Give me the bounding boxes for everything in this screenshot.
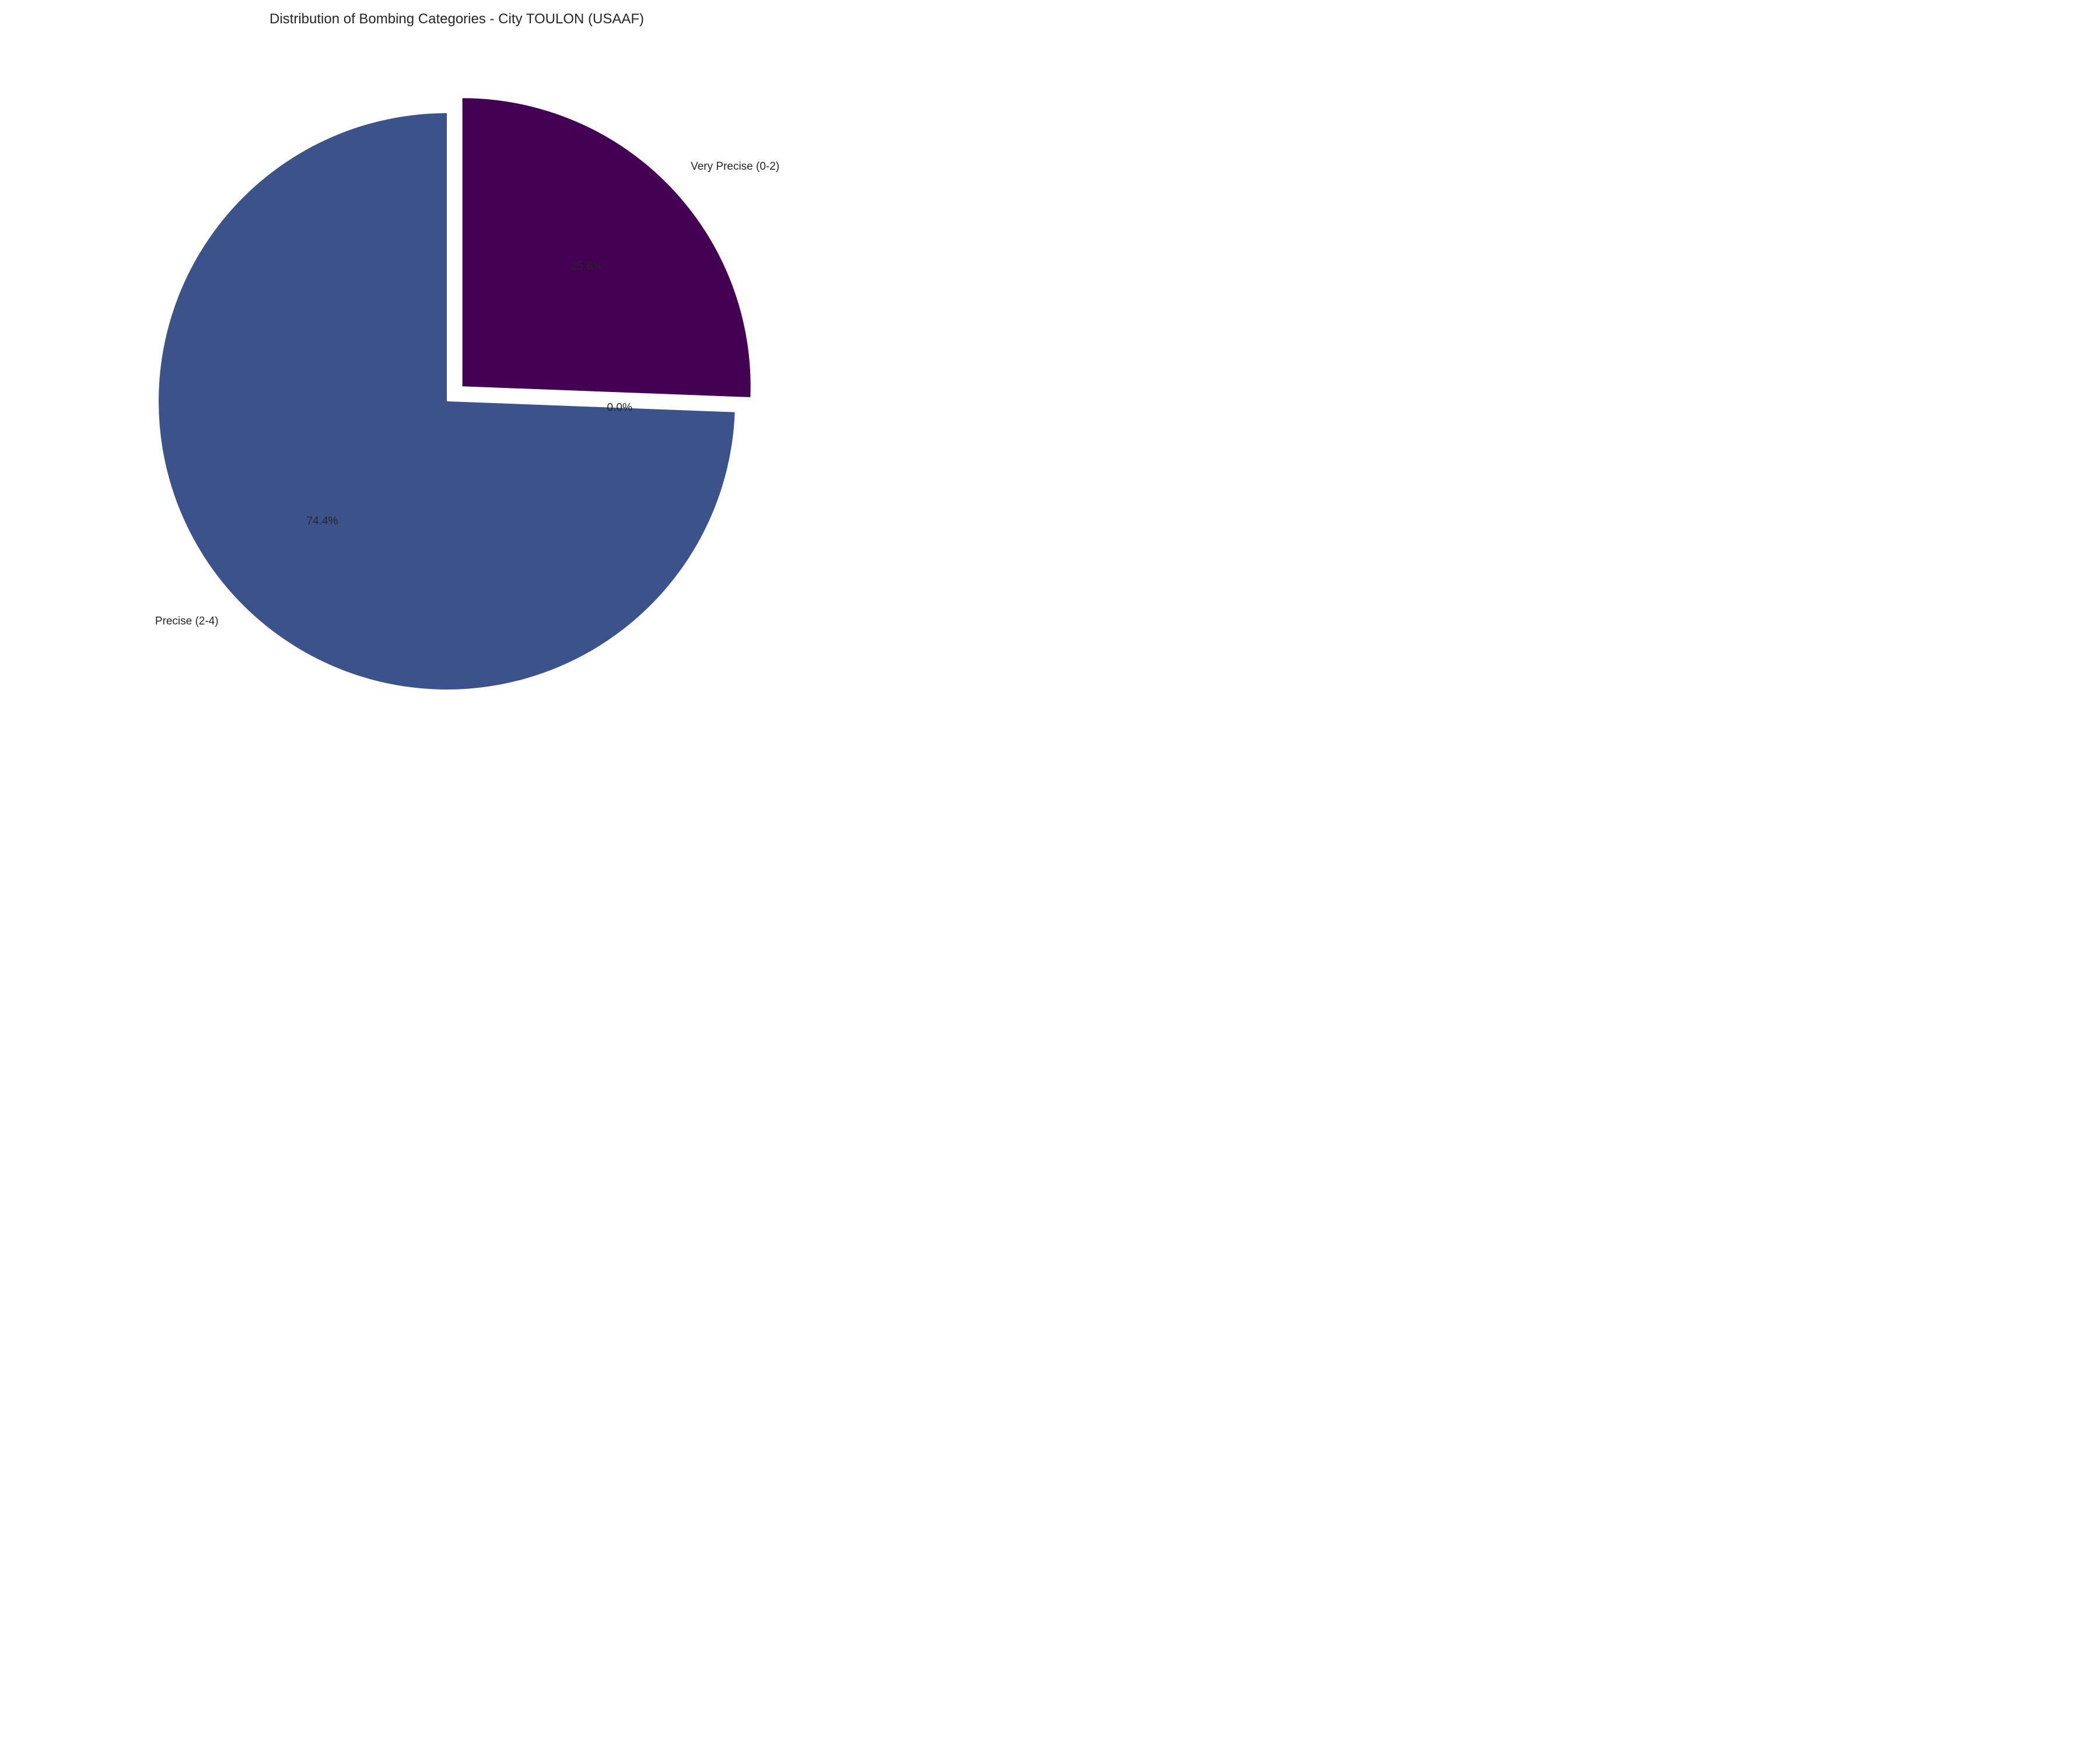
pie-category-label-precise-2-4: Precise (2-4) xyxy=(155,615,219,627)
pie-slices xyxy=(159,98,751,690)
pie-slice-precise-2-4 xyxy=(159,113,735,690)
pie-slice-very-precise-0-2 xyxy=(462,98,751,397)
chart-title: Distribution of Bombing Categories - Cit… xyxy=(270,11,644,27)
pie-percent-label-precise-2-4: 74.4% xyxy=(307,515,338,527)
pie-labels: 25.6% Very Precise (0-2) 0.0% 74.4% Precise … xyxy=(155,160,779,628)
pie-category-label-very-precise-0-2: Very Precise (0-2) xyxy=(691,160,779,173)
pie-chart: Distribution of Bombing Categories - Cit… xyxy=(0,0,910,758)
pie-percent-label-slice-1: 0.0% xyxy=(607,402,632,414)
pie-percent-label-very-precise-0-2: 25.6% xyxy=(571,260,603,272)
